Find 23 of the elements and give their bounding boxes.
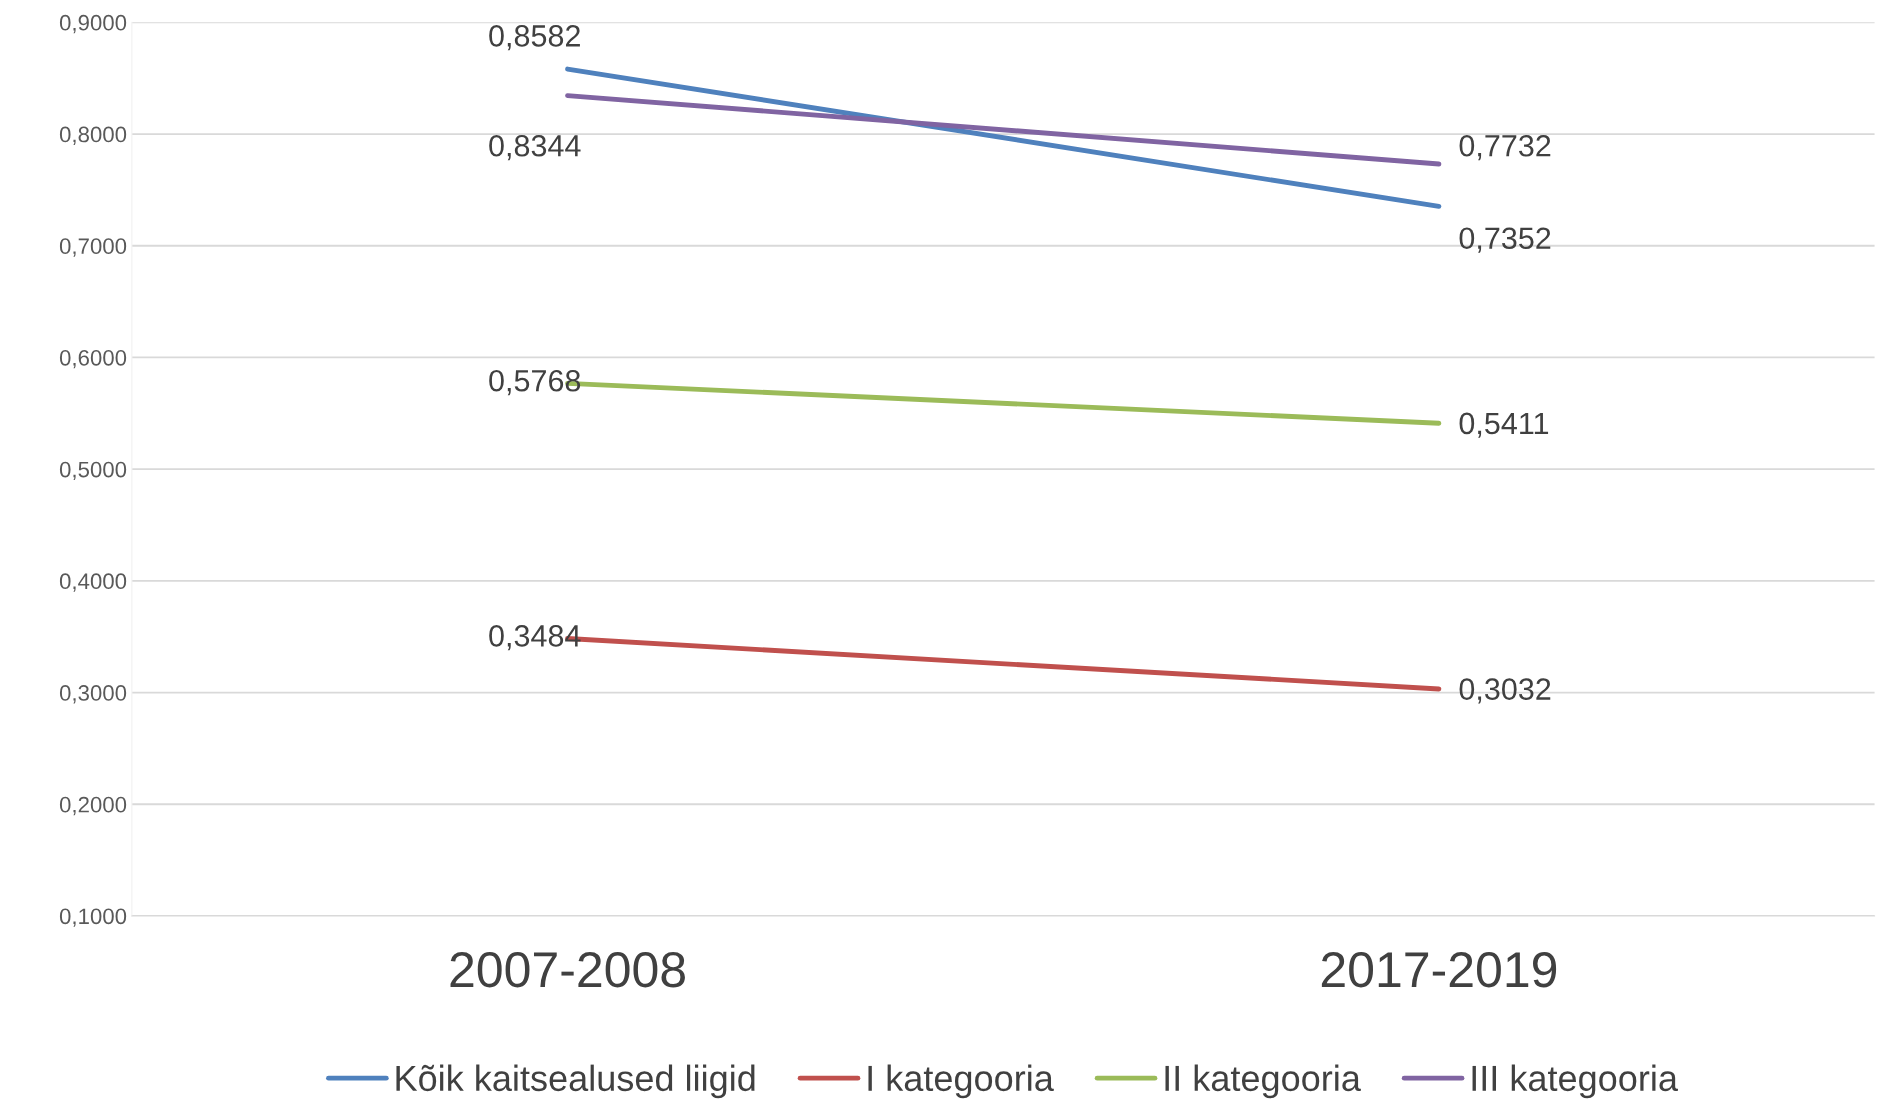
legend-label: I kategooria (868, 1064, 1054, 1099)
text: 0,8344 (489, 134, 581, 161)
text: 0,8582 (489, 25, 580, 51)
text: 0,7732 (1459, 134, 1551, 161)
legend-label: III kategooria (1472, 1064, 1678, 1099)
y-tick-label: 0,6000 (59, 349, 127, 369)
y-tick-label: 0,9000 (59, 14, 127, 34)
y-tick-label: 0,1000 (59, 908, 127, 927)
text: 0,5411 (1459, 412, 1549, 438)
text: 0,3032 (1459, 678, 1551, 704)
y-tick-label: 0,7000 (59, 238, 127, 257)
text: 0,5768 (489, 369, 581, 396)
y-tick-label: 0,8000 (59, 126, 127, 145)
y-tick-label: 0,4000 (59, 573, 127, 592)
text: 0,3484 (489, 625, 581, 651)
y-tick-label: 0,5000 (59, 461, 127, 481)
y-tick-label: 0,2000 (59, 796, 127, 816)
legend-label: II kategooria (1165, 1064, 1361, 1099)
y-tick-label: 0,3000 (59, 685, 127, 704)
text: 0,7352 (1459, 227, 1551, 253)
legend-label: Kõik kaitsealused liigid (396, 1064, 755, 1099)
x-tick-label: 2007-2008 (450, 951, 685, 988)
x-tick-label: 2017-2019 (1321, 951, 1557, 988)
